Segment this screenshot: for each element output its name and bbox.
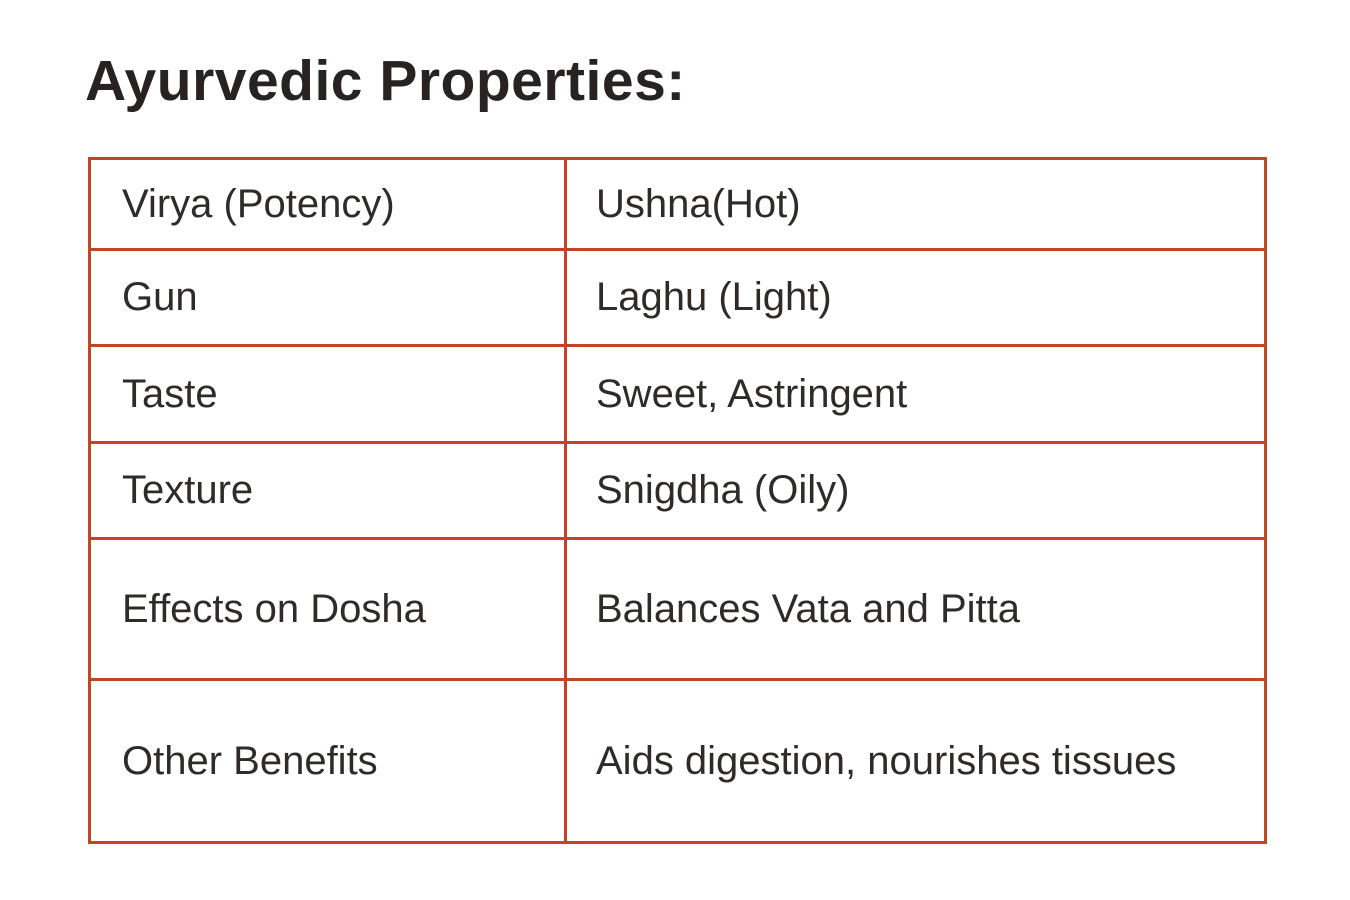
property-value-cell: Laghu (Light) (564, 248, 1267, 347)
property-name-cell: Virya (Potency) (88, 157, 567, 251)
property-name-cell: Texture (88, 441, 567, 540)
property-value-cell: Sweet, Astringent (564, 344, 1267, 444)
property-name-cell: Taste (88, 344, 567, 444)
table-row: Effects on Dosha Balances Vata and Pitta (88, 537, 1267, 681)
table-row: Texture Snigdha (Oily) (88, 441, 1267, 540)
property-value-cell: Snigdha (Oily) (564, 441, 1267, 540)
table-row: Other Benefits Aids digestion, nourishes … (88, 678, 1267, 844)
table-row: Gun Laghu (Light) (88, 248, 1267, 347)
property-value-cell: Aids digestion, nourishes tissues (564, 678, 1267, 844)
table-body: Virya (Potency) Ushna(Hot) Gun Laghu (Light… (88, 157, 1267, 844)
property-value-cell: Ushna(Hot) (564, 157, 1267, 251)
property-name-cell: Gun (88, 248, 567, 347)
property-value-cell: Balances Vata and Pitta (564, 537, 1267, 681)
page-title: Ayurvedic Properties: (85, 49, 686, 113)
table-row: Virya (Potency) Ushna(Hot) (88, 157, 1267, 251)
table-row: Taste Sweet, Astringent (88, 344, 1267, 444)
ayurvedic-properties-table: Virya (Potency) Ushna(Hot) Gun Laghu (Light… (88, 157, 1267, 844)
property-name-cell: Other Benefits (88, 678, 567, 844)
property-name-cell: Effects on Dosha (88, 537, 567, 681)
